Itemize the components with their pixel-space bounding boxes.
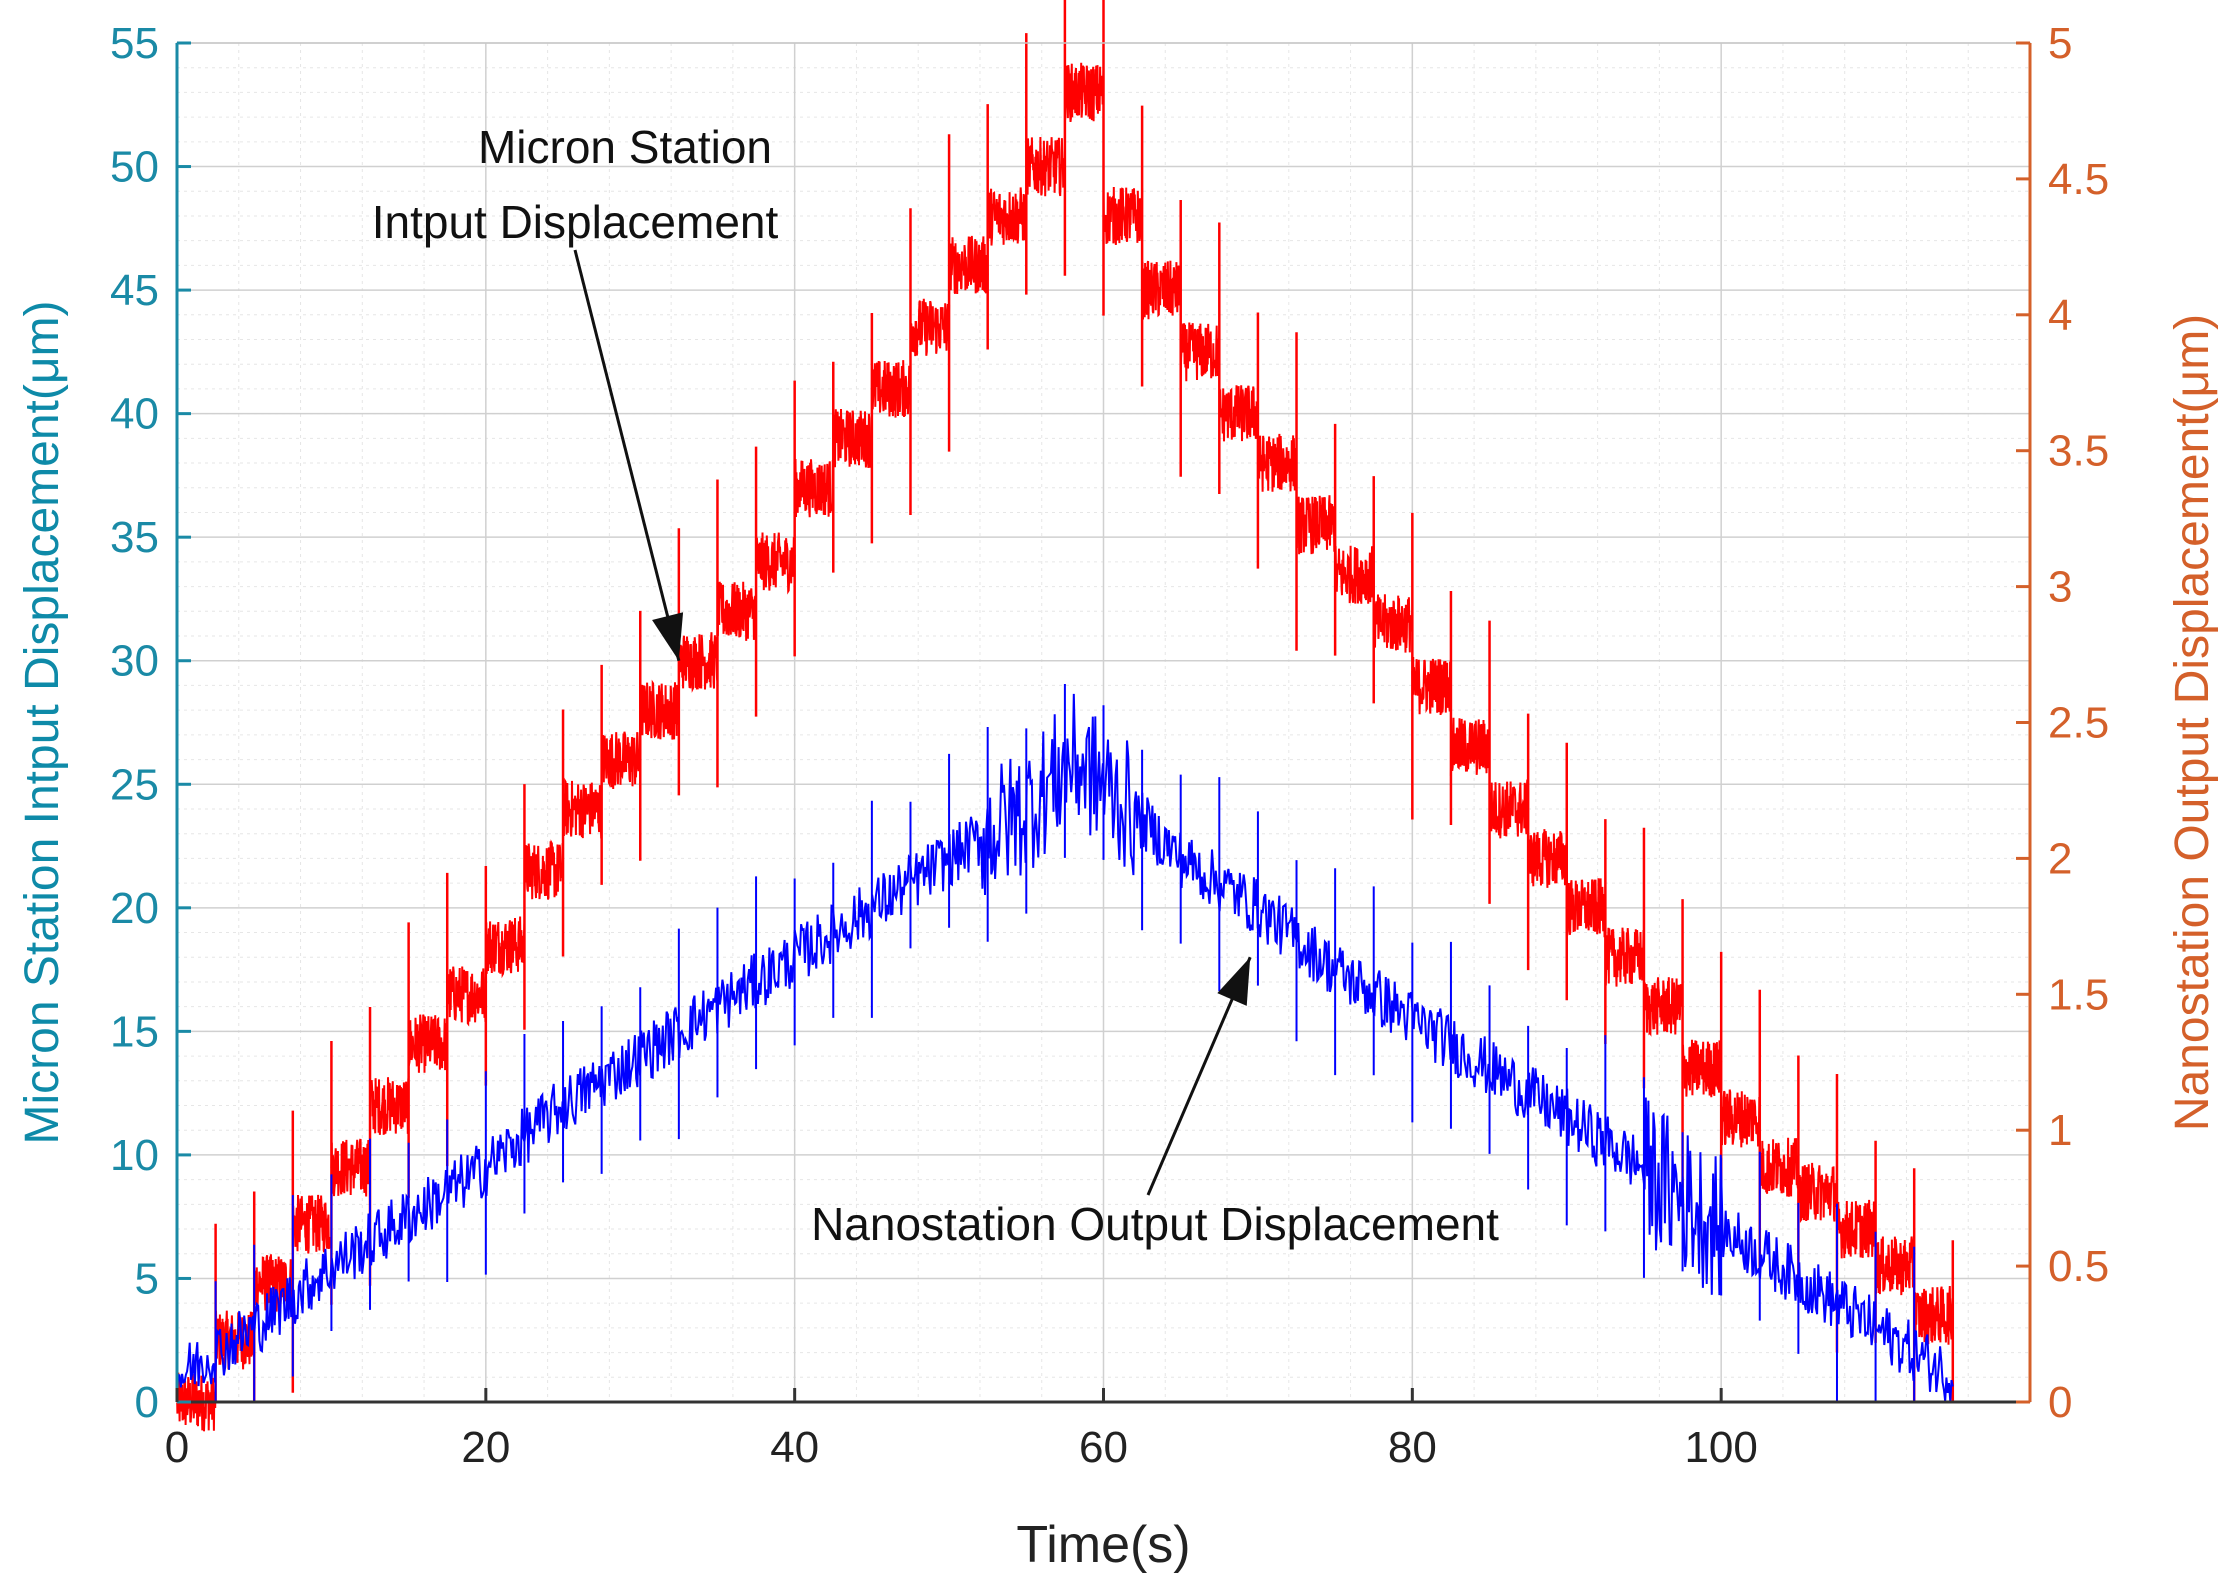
left-tick-label: 45 — [110, 266, 159, 315]
micron-step-segment — [407, 1014, 449, 1073]
annotation-nano-text: Nanostation Output Displacement — [811, 1198, 1499, 1250]
micron-step-segment — [1797, 1162, 1838, 1224]
micron-step-segment — [1372, 594, 1414, 653]
x-tick-label: 60 — [1079, 1423, 1128, 1472]
micron-step-segment — [1527, 829, 1568, 888]
micron-step-segment — [562, 777, 603, 839]
left-tick-label: 55 — [110, 19, 159, 68]
micron-step-segment — [1411, 656, 1452, 716]
micron-step-segment — [1836, 1199, 1877, 1259]
right-tick-label: 1 — [2048, 1106, 2072, 1155]
right-tick-label: 0.5 — [2048, 1242, 2109, 1291]
micron-step-segment — [909, 298, 951, 357]
micron-arrow-shaft — [573, 249, 681, 662]
micron-step-segment — [870, 360, 912, 418]
annotation-nano: Nanostation Output Displacement — [811, 956, 1499, 1250]
left-tick-label: 10 — [110, 1131, 159, 1180]
micron-step-segment — [1295, 495, 1337, 555]
left-axis-ticks: 0 5 10 15 20 25 30 35 40 45 50 55 — [110, 19, 191, 1427]
right-tick-label: 0 — [2048, 1378, 2072, 1427]
micron-step-segment — [1218, 385, 1259, 442]
right-tick-label: 2.5 — [2048, 699, 2109, 748]
micron-step-segment — [484, 916, 526, 979]
x-tick-label: 20 — [461, 1423, 510, 1472]
micron-step-segment — [1488, 779, 1530, 839]
micron-step-segment — [600, 731, 642, 790]
micron-step-segment — [1025, 136, 1066, 197]
right-tick-label: 5 — [2048, 19, 2072, 68]
left-tick-label: 30 — [110, 637, 159, 686]
micron-step-segment — [755, 532, 796, 595]
micron-step-segment — [1720, 1089, 1761, 1148]
x-tick-label: 0 — [165, 1423, 189, 1472]
micron-step-segment — [1141, 260, 1182, 320]
x-tick-label: 40 — [770, 1423, 819, 1472]
x-tick-label: 100 — [1684, 1423, 1757, 1472]
micron-arrow-head — [652, 612, 684, 661]
micron-step-segment — [639, 679, 680, 740]
annotation-micron-arrow — [573, 249, 684, 662]
annotation-micron-line2: Intput Displacement — [372, 196, 779, 248]
micron-step-segment — [1758, 1137, 1800, 1197]
micron-step-segment — [1449, 717, 1491, 776]
micron-step-segment — [1874, 1236, 1916, 1296]
right-tick-label: 4 — [2048, 291, 2072, 340]
micron-step-segment — [793, 458, 835, 518]
micron-step-segment — [832, 408, 873, 468]
micron-step-segment — [1063, 62, 1105, 123]
micron-step-segment — [523, 839, 564, 900]
left-y-axis-label: Micron Station Intput Displacement(μm) — [16, 301, 69, 1145]
micron-step-segment — [1604, 927, 1645, 987]
left-tick-label: 15 — [110, 1007, 159, 1056]
micron-step-segment — [677, 632, 719, 693]
left-tick-label: 0 — [135, 1378, 159, 1427]
micron-step-segment — [1643, 977, 1684, 1037]
micron-step-segment — [1256, 433, 1298, 492]
micron-step-segment — [1334, 545, 1375, 604]
micron-step-segment — [1565, 878, 1607, 938]
micron-step-segment — [176, 1372, 217, 1432]
x-tick-label: 80 — [1388, 1423, 1437, 1472]
series-micron-station-input — [176, 0, 1955, 1432]
micron-step-segment — [446, 966, 487, 1027]
left-tick-label: 20 — [110, 884, 159, 933]
left-tick-label: 50 — [110, 143, 159, 192]
micron-step-segment — [291, 1194, 333, 1254]
right-tick-label: 1.5 — [2048, 970, 2109, 1019]
micron-step-segment — [1913, 1285, 1954, 1345]
micron-step-segment — [1179, 322, 1221, 382]
annotation-micron-line1: Micron Station — [478, 121, 772, 173]
x-axis-ticks: 0 20 40 60 80 100 — [165, 1388, 1758, 1472]
nano-arrow-head — [1217, 957, 1251, 1006]
annotation-nano-arrow — [1146, 956, 1252, 1196]
micron-step-segment — [716, 581, 758, 641]
micron-step-segment — [986, 187, 1028, 246]
x-axis-label: Time(s) — [1016, 1516, 1190, 1574]
micron-step-segment — [1681, 1039, 1723, 1098]
micron-step-segment — [1102, 186, 1144, 246]
annotation-micron: Micron Station Intput Displacement — [372, 121, 779, 662]
left-tick-label: 40 — [110, 390, 159, 439]
micron-step-segment — [330, 1138, 371, 1197]
micron-step-segment — [948, 235, 989, 295]
right-tick-label: 4.5 — [2048, 155, 2109, 204]
right-tick-label: 3.5 — [2048, 427, 2109, 476]
right-y-axis-label: Nanostation Output Displacement(μm) — [2166, 314, 2219, 1131]
left-tick-label: 5 — [135, 1254, 159, 1303]
right-tick-label: 3 — [2048, 563, 2072, 612]
series-nanostation-output — [176, 683, 1954, 1403]
left-tick-label: 25 — [110, 760, 159, 809]
right-axis-ticks: 0 0.5 1 1.5 2 2.5 3 3.5 4 4.5 5 — [2016, 19, 2109, 1427]
right-tick-label: 2 — [2048, 834, 2072, 883]
micron-step-segment — [369, 1075, 410, 1135]
left-tick-label: 35 — [110, 513, 159, 562]
